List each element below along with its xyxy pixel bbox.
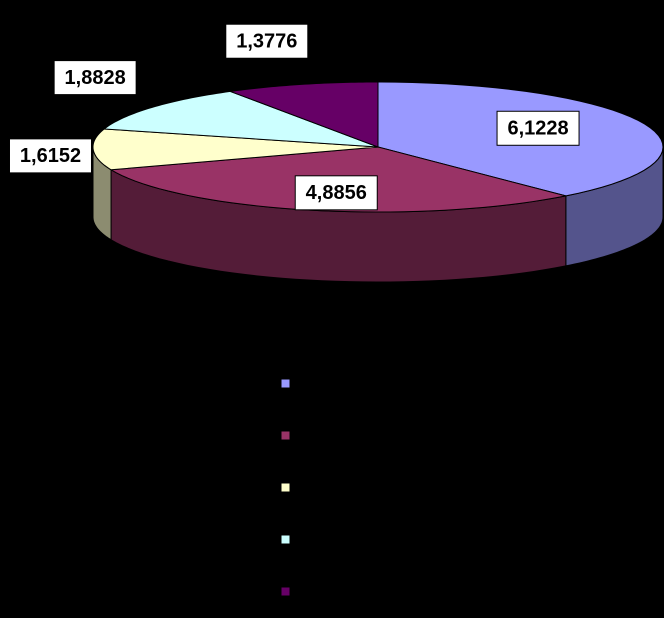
data-label-box xyxy=(294,175,378,211)
data-label: 4,8856 xyxy=(306,182,367,204)
data-label-box xyxy=(8,138,92,174)
pie-slice xyxy=(102,90,379,148)
data-label-box xyxy=(53,60,137,96)
data-label-box xyxy=(496,110,580,146)
data-label-box xyxy=(225,23,309,59)
data-label: 1,6152 xyxy=(20,145,81,167)
legend-marker xyxy=(280,430,291,441)
legend-marker xyxy=(280,534,291,545)
data-label: 1,3776 xyxy=(236,31,297,53)
pie-slice xyxy=(230,81,379,148)
legend-marker xyxy=(280,378,291,389)
data-label: 6,1228 xyxy=(507,118,568,140)
legend-marker xyxy=(280,482,291,493)
legend-marker xyxy=(280,586,291,597)
data-label: 1,8828 xyxy=(65,67,126,89)
pie-slice xyxy=(92,128,379,171)
